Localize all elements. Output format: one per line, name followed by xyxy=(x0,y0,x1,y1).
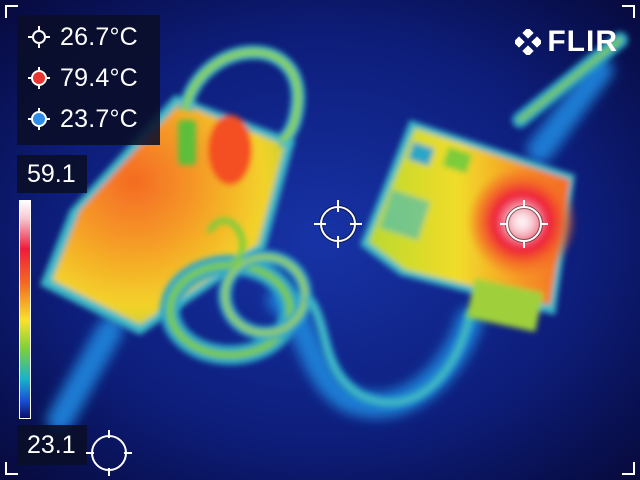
flir-logo-icon xyxy=(515,29,542,55)
cold-spot-readout: 23.7°C xyxy=(17,99,160,139)
color-scale-bar xyxy=(19,200,31,419)
center-spot-readout: 26.7°C xyxy=(17,17,160,57)
scale-min-value: 23.1 xyxy=(17,425,87,465)
cold-spot-icon xyxy=(28,108,50,130)
center-crosshair xyxy=(314,200,362,248)
center-spot-value: 26.7°C xyxy=(60,22,138,51)
cold-spot-value: 23.7°C xyxy=(60,104,138,133)
hot-spot-readout: 79.4°C xyxy=(17,58,160,98)
temperature-readout-panel: 26.7°C 79.4°C 23.7°C xyxy=(17,15,160,145)
hot-spot-value: 79.4°C xyxy=(60,63,138,92)
cold-spot-marker xyxy=(86,430,132,476)
hot-spot-icon xyxy=(28,67,50,89)
scale-max-value: 59.1 xyxy=(17,155,87,193)
brand-name: FLIR xyxy=(547,25,618,58)
brand-logo: FLIR xyxy=(515,25,618,59)
crosshair-icon xyxy=(28,26,50,48)
hot-spot-marker xyxy=(500,200,548,248)
